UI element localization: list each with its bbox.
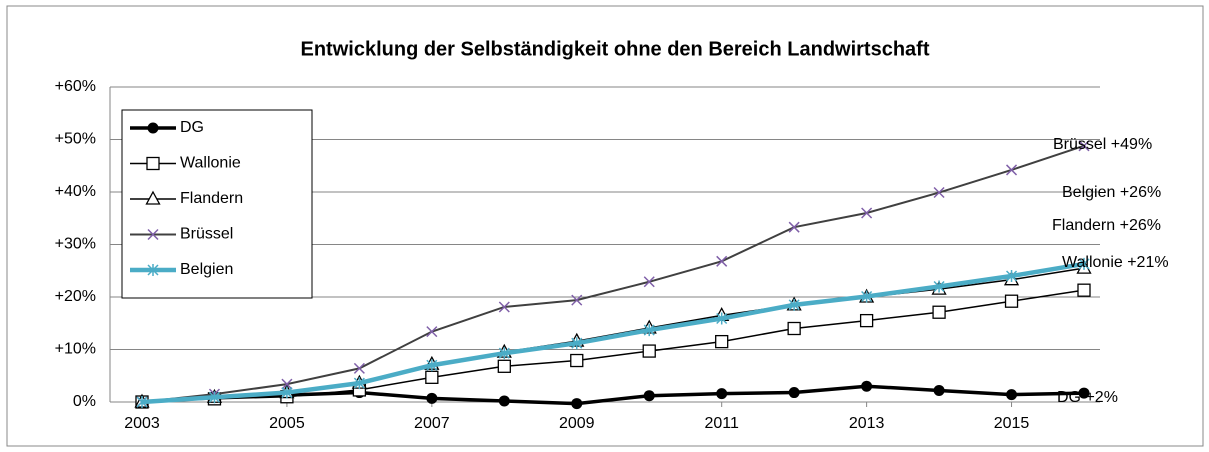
legend-label: Brüssel [180, 226, 233, 243]
marker [571, 337, 583, 350]
marker [497, 359, 511, 373]
annotation: Brüssel +49% [1053, 136, 1152, 153]
marker [859, 313, 874, 328]
marker [425, 370, 439, 384]
annotation: Belgien +26% [1062, 184, 1161, 201]
marker [861, 380, 873, 392]
marker [571, 294, 583, 306]
marker [933, 280, 945, 293]
legend-marker [145, 190, 161, 205]
marker [716, 388, 728, 400]
y-tick-label: +50% [55, 131, 96, 148]
legend-label: Belgien [180, 261, 233, 278]
y-tick-label: +20% [55, 288, 96, 305]
y-tick-label: +10% [55, 341, 96, 358]
marker [788, 221, 800, 233]
marker [643, 324, 655, 337]
marker [861, 207, 873, 219]
marker [1006, 389, 1018, 401]
marker [787, 321, 801, 336]
legend-marker [147, 228, 159, 241]
annotation: Wallonie +21% [1062, 254, 1169, 271]
marker [136, 396, 148, 408]
annotation: DG +2% [1057, 389, 1118, 406]
marker [208, 391, 220, 404]
marker [571, 398, 583, 410]
marker [788, 298, 800, 311]
marker [932, 305, 946, 319]
series-line [141, 261, 1085, 405]
x-tick-label: 2007 [414, 415, 450, 432]
marker [1004, 294, 1019, 308]
marker [426, 359, 438, 372]
x-tick-label: 2015 [994, 415, 1030, 432]
legend-marker [147, 122, 159, 134]
y-tick-label: 0% [73, 393, 96, 410]
marker [861, 290, 873, 303]
legend-marker [147, 264, 159, 276]
legend: DG Wallonie Flandern Brüssel Belgien [121, 109, 313, 299]
marker [498, 301, 510, 313]
y-tick-label: +40% [55, 183, 96, 200]
legend-label: Wallonie [180, 155, 241, 172]
marker [716, 312, 728, 325]
x-tick-label: 2003 [124, 415, 160, 432]
x-tick-label: 2009 [559, 415, 595, 432]
marker [353, 377, 365, 390]
marker [1078, 387, 1090, 399]
chart-title: Entwicklung der Selbständigkeit ohne den… [301, 38, 930, 60]
series-line [141, 144, 1085, 403]
y-tick-label: +30% [55, 236, 96, 253]
series-line [141, 289, 1085, 403]
marker [570, 353, 584, 368]
marker [933, 186, 945, 199]
marker [353, 362, 365, 374]
legend-marker [146, 156, 160, 171]
x-tick-label: 2013 [849, 415, 885, 432]
chart-border [6, 5, 1204, 447]
marker [1077, 283, 1091, 297]
marker [1006, 164, 1018, 176]
series-line [141, 384, 1085, 406]
legend-label: DG [180, 119, 204, 136]
marker [498, 347, 510, 360]
marker [1078, 257, 1090, 270]
legend-label: Flandern [180, 190, 243, 207]
marker [426, 326, 438, 338]
marker [643, 390, 655, 402]
marker [281, 386, 293, 399]
marker [426, 392, 438, 404]
marker [788, 387, 800, 399]
annotation: Flandern +26% [1052, 217, 1161, 234]
x-tick-label: 2011 [704, 415, 739, 432]
marker [498, 395, 510, 407]
x-tick-label: 2005 [269, 415, 305, 432]
marker [933, 384, 945, 396]
marker [643, 276, 655, 288]
marker [716, 255, 728, 267]
marker [1006, 270, 1018, 282]
marker [715, 334, 729, 349]
marker [1078, 140, 1090, 152]
y-tick-label: +60% [55, 78, 96, 95]
marker [642, 344, 656, 358]
marker [281, 378, 293, 390]
